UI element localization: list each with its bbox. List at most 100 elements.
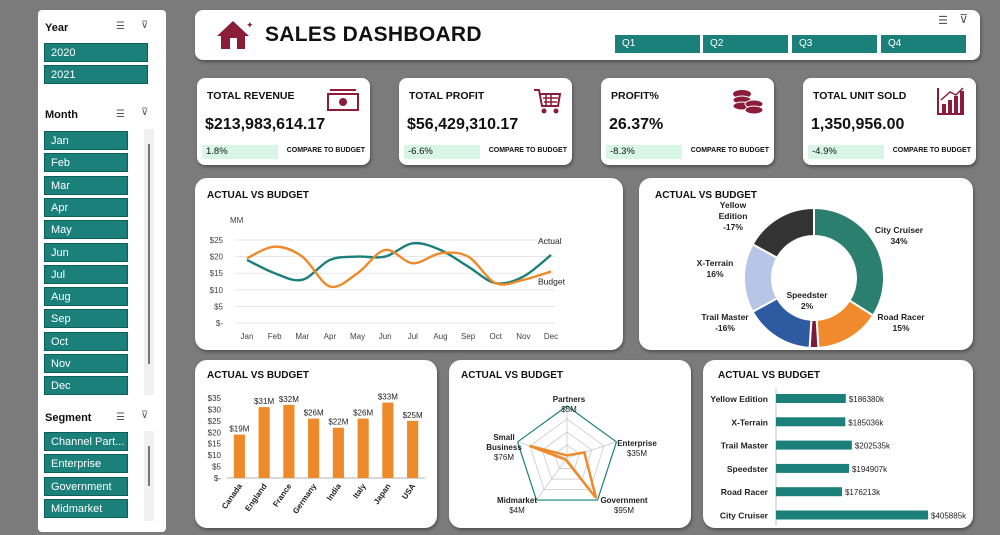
hbar-chart: Yellow Edition $186380k X-Terrain $185036k T… [710, 388, 967, 525]
x-tick-label: Japan [372, 482, 393, 506]
kpi-change: -8.3% [606, 145, 682, 159]
y-tick-label: $25 [208, 417, 222, 426]
donut-chart: City Cruiser 34% Road Racer 15% Speedster 2% T… [697, 200, 925, 349]
month-option-jun[interactable]: Jun [44, 242, 128, 262]
month-scrollbar[interactable] [144, 129, 154, 395]
multi-select-icon[interactable]: ☰ [938, 15, 948, 27]
kpi-card-revenue: TOTAL REVENUE $213,983,614.17 1.8% COMPA… [197, 78, 370, 165]
month-option-may[interactable]: May [44, 220, 128, 240]
x-tick-label: Jul [408, 332, 418, 341]
month-option-feb[interactable]: Feb [44, 153, 128, 173]
donut-chart-card: ACTUAL VS BUDGET City Cruiser 34% Road Rac… [639, 178, 973, 350]
clear-filter-icon[interactable]: ⊽ [141, 107, 149, 118]
kpi-compare-label: COMPARE TO BUDGET [286, 147, 365, 154]
cart-icon [534, 89, 562, 114]
radar-series [528, 444, 598, 499]
month-option-nov[interactable]: Nov [44, 354, 128, 373]
y-tick-label: $- [214, 474, 221, 483]
segment-option-enterprise[interactable]: Enterprise [44, 454, 128, 474]
clear-filter-icon[interactable]: ⊽ [141, 20, 149, 31]
kpi-compare-label: COMPARE TO BUDGET [488, 147, 567, 154]
y-tick-label: $15 [210, 269, 224, 278]
month-option-sep[interactable]: Sep [44, 309, 128, 329]
donut-label: Trail Master -16% [701, 312, 749, 333]
kpi-value: $56,429,310.17 [407, 116, 519, 133]
series-line-budget [246, 245, 552, 289]
quarter-q1-button[interactable]: Q1 [615, 35, 700, 53]
bar-data-label: $25M [403, 411, 423, 420]
bar-usa [407, 420, 419, 478]
kpi-title: TOTAL REVENUE [207, 90, 295, 102]
clear-filter-icon[interactable]: ⊽ [141, 410, 149, 421]
slicer-pane: Year ☰ ⊽ 2020 2021 Month ☰ ⊽ Jan Feb Mar Ap… [38, 10, 166, 532]
multi-select-icon[interactable]: ☰ [116, 412, 125, 423]
x-tick-label: Canada [220, 482, 244, 511]
kpi-card-units: TOTAL UNIT SOLD 1,350,956.00 -4.9% COMPA… [803, 78, 976, 165]
segment-option-midmarket[interactable]: Midmarket [44, 498, 128, 518]
donut-label: Speedster 2% [786, 290, 828, 311]
category-label: Trail Master [721, 441, 769, 451]
clear-filter-icon[interactable]: ⊽ [959, 12, 968, 26]
month-option-oct[interactable]: Oct [44, 331, 128, 351]
kpi-title: TOTAL PROFIT [409, 90, 485, 102]
month-option-jul[interactable]: Jul [44, 264, 128, 284]
bar-data-label: $31M [254, 397, 274, 406]
quarter-q4-button[interactable]: Q4 [881, 35, 966, 53]
month-option-apr[interactable]: Apr [44, 197, 128, 217]
multi-select-icon[interactable]: ☰ [116, 109, 125, 120]
kpi-value: 1,350,956.00 [811, 116, 905, 133]
radar-axis-label: Small Business $76M [486, 433, 522, 462]
y-tick-label: $35 [208, 394, 222, 403]
month-option-mar[interactable]: Mar [44, 175, 128, 195]
hbar-data-label: $202535k [855, 442, 891, 451]
bar-data-label: $19M [229, 425, 249, 434]
bar-data-label: $26M [304, 409, 324, 418]
hbar-trail-master [776, 440, 852, 450]
x-tick-label: Germany [291, 482, 319, 516]
bar-england [258, 407, 270, 478]
series-label: Budget [538, 277, 566, 287]
month-slicer-title: Month [45, 109, 78, 121]
segment-option-government[interactable]: Government [44, 476, 128, 496]
multi-select-icon[interactable]: ☰ [116, 21, 125, 32]
segment-option-channel-part[interactable]: Channel Part... [44, 432, 128, 451]
hbar-speedster [776, 463, 849, 473]
hbar-data-label: $185036k [848, 418, 884, 427]
bar-canada [233, 434, 245, 478]
radar-grid-ring [541, 431, 593, 480]
year-option[interactable]: 2020 [44, 43, 148, 62]
y-tick-label: $10 [208, 451, 222, 460]
x-tick-label: Dec [544, 332, 558, 341]
x-tick-label: Oct [490, 332, 503, 341]
hbar-data-label: $194907k [852, 465, 888, 474]
bar-germany [308, 418, 320, 478]
radar-spoke [536, 457, 568, 501]
hbar-road-racer [776, 487, 842, 497]
donut-label: City Cruiser 34% [875, 225, 924, 246]
donut-slice-city-cruiser [813, 206, 885, 317]
x-tick-label: Aug [433, 332, 447, 341]
series-line-actual [246, 241, 552, 285]
x-tick-label: Apr [324, 332, 337, 341]
category-label: Yellow Edition [710, 394, 768, 404]
year-option[interactable]: 2021 [44, 65, 148, 84]
month-option-jan[interactable]: Jan [44, 131, 128, 150]
y-tick-label: $5 [214, 302, 223, 311]
series-label: Actual [538, 236, 562, 246]
x-tick-label: USA [400, 482, 417, 501]
quarter-q3-button[interactable]: Q3 [792, 35, 877, 53]
y-tick-label: $30 [208, 405, 222, 414]
quarter-q2-button[interactable]: Q2 [703, 35, 788, 53]
segment-scrollbar[interactable] [144, 431, 154, 521]
month-option-aug[interactable]: Aug [44, 287, 128, 307]
month-option-dec[interactable]: Dec [44, 376, 128, 396]
y-tick-label: $10 [210, 286, 224, 295]
x-tick-label: France [271, 482, 294, 509]
line-chart-card: ACTUAL VS BUDGET MM $25 $20 $15 $10 $5 $- Jan Fe… [195, 178, 623, 350]
hbar-x-terrain [776, 417, 846, 427]
growth-chart-icon [937, 87, 964, 115]
x-tick-label: Feb [268, 332, 282, 341]
bar-data-label: $32M [279, 395, 299, 404]
segment-slicer-title: Segment [45, 412, 92, 424]
hbar-data-label: $405885k [931, 512, 967, 521]
